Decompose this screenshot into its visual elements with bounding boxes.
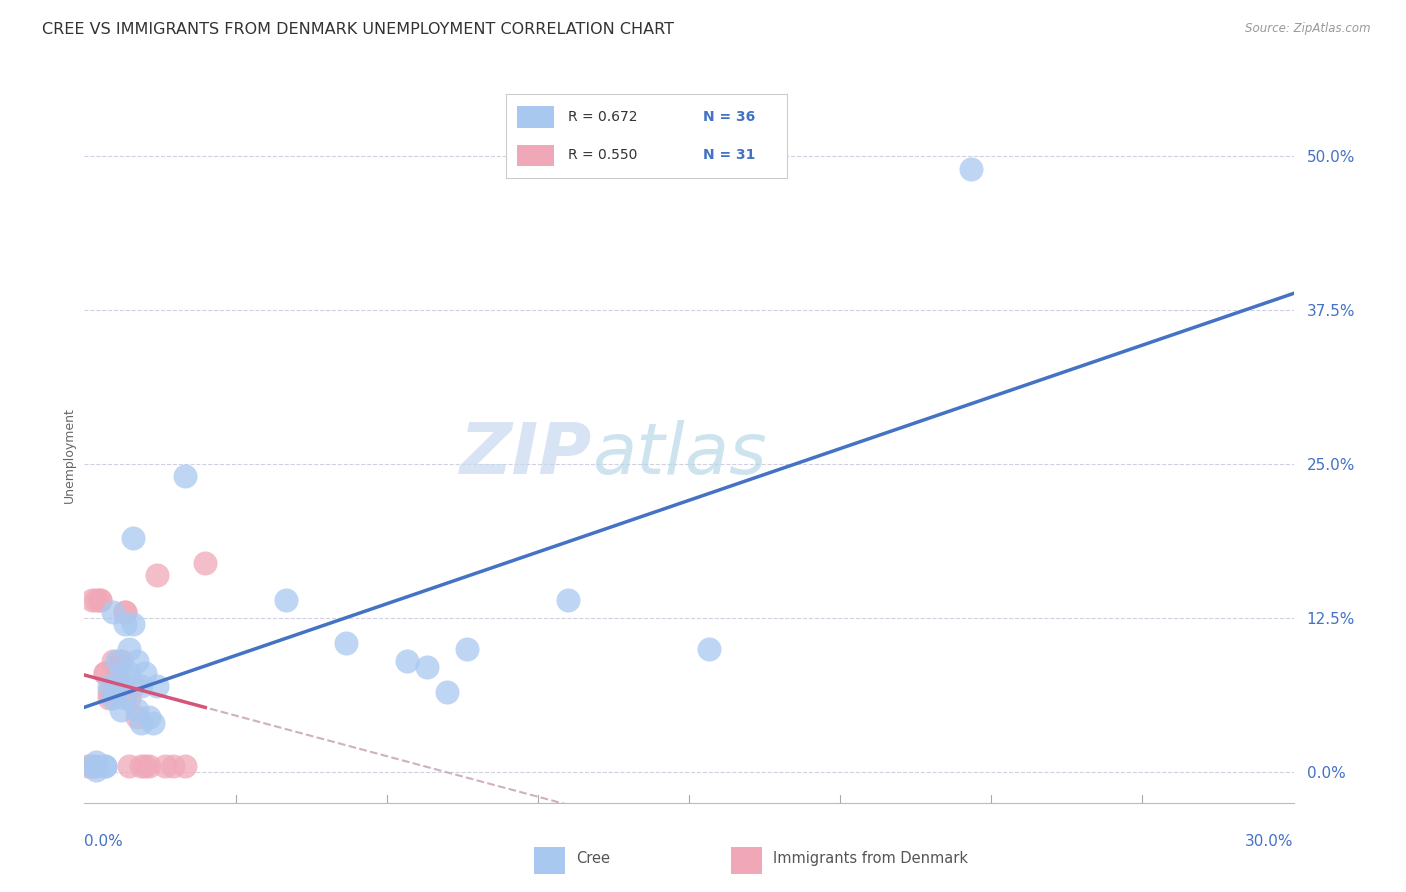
Point [416,660,439,674]
Point [125,709,148,723]
Point [335,636,357,650]
Point [114,617,136,632]
Text: N = 36: N = 36 [703,110,755,124]
Point [129,679,152,693]
Point [97,691,120,706]
Point [101,654,124,668]
Point [274,592,297,607]
Point [174,469,197,483]
Point [101,605,124,619]
Point [456,641,478,656]
Point [146,679,169,693]
Text: R = 0.672: R = 0.672 [568,110,637,124]
Point [101,679,124,693]
Point [105,679,128,693]
Point [105,654,128,668]
Point [93,759,115,773]
Point [110,654,132,668]
Point [138,759,160,773]
Point [86,755,108,769]
Point [129,715,152,730]
Point [121,617,143,632]
Point [557,592,579,607]
Point [93,759,115,773]
Point [110,666,132,681]
Text: CREE VS IMMIGRANTS FROM DENMARK UNEMPLOYMENT CORRELATION CHART: CREE VS IMMIGRANTS FROM DENMARK UNEMPLOY… [42,22,675,37]
Point [101,691,124,706]
Point [105,660,128,674]
Point [134,666,156,681]
Text: ZIP: ZIP [460,420,592,490]
Point [114,605,136,619]
Text: Immigrants from Denmark: Immigrants from Denmark [773,852,969,866]
Y-axis label: Unemployment: Unemployment [63,407,76,503]
FancyBboxPatch shape [517,145,554,166]
Point [194,556,217,570]
Point [114,605,136,619]
Point [125,654,148,668]
Point [142,715,165,730]
Point [174,759,197,773]
Text: atlas: atlas [592,420,766,490]
Point [77,759,100,773]
Point [138,709,160,723]
Text: R = 0.550: R = 0.550 [568,148,637,162]
Point [105,666,128,681]
Point [82,592,104,607]
Text: Source: ZipAtlas.com: Source: ZipAtlas.com [1246,22,1371,36]
Point [86,592,108,607]
Point [110,703,132,717]
Point [110,654,132,668]
Point [129,759,152,773]
Point [162,759,184,773]
Point [86,763,108,777]
Point [134,759,156,773]
Point [436,685,458,699]
Point [114,691,136,706]
Point [121,679,143,693]
Point [82,759,104,773]
Point [395,654,418,668]
Point [146,568,169,582]
Point [697,641,720,656]
Point [121,531,143,545]
Point [125,703,148,717]
Point [153,759,176,773]
Point [82,759,104,773]
Point [86,759,108,773]
Text: N = 31: N = 31 [703,148,755,162]
Point [118,666,141,681]
FancyBboxPatch shape [517,106,554,128]
Point [960,161,983,176]
Point [93,666,115,681]
Point [97,685,120,699]
Text: 30.0%: 30.0% [1246,834,1294,849]
Point [118,759,141,773]
Point [89,592,111,607]
Point [118,691,141,706]
Point [97,679,120,693]
Point [89,592,111,607]
Text: Cree: Cree [576,852,610,866]
Point [93,666,115,681]
Point [118,641,141,656]
Text: 0.0%: 0.0% [84,834,124,849]
